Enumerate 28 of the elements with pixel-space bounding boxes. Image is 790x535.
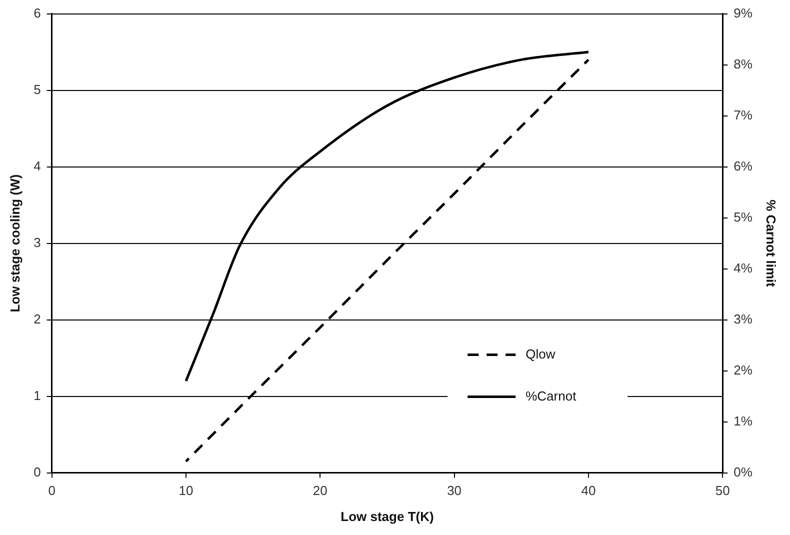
- y-tick-label: 2: [34, 311, 41, 326]
- y-tick-label: 1: [34, 388, 41, 403]
- x-tick-label: 10: [178, 483, 194, 498]
- x-tick-label: 40: [581, 483, 596, 498]
- x-axis-title: Low stage T(K): [340, 508, 434, 524]
- x-tick-label: 50: [715, 483, 730, 498]
- y2-tick-label: 8%: [734, 56, 753, 72]
- legend-label: %Carnot: [526, 388, 577, 404]
- y2-axis-title: % Carnot limit: [764, 200, 779, 288]
- x-tick-label: 30: [447, 483, 462, 498]
- x-tick-label: 20: [312, 483, 328, 498]
- y2-tick-label: 0%: [734, 464, 753, 480]
- y2-tick-label: 6%: [734, 158, 753, 174]
- y2-tick-label: 1%: [734, 413, 753, 428]
- y-tick-label: 3: [34, 234, 41, 250]
- y-tick-label: 6: [34, 5, 41, 20]
- y2-tick-label: 2%: [734, 362, 753, 378]
- y-axis-title: Low stage cooling (W): [7, 174, 22, 312]
- y-tick-label: 0: [34, 464, 41, 480]
- y-tick-label: 4: [34, 158, 41, 174]
- y-tick-label: 5: [34, 82, 41, 97]
- y2-tick-label: 4%: [734, 260, 753, 276]
- y2-tick-label: 9%: [734, 5, 753, 20]
- y2-tick-label: 3%: [734, 311, 753, 326]
- x-tick-label: 0: [48, 483, 56, 498]
- y2-tick-label: 7%: [734, 107, 753, 122]
- legend-label: Qlow: [526, 346, 556, 362]
- y2-tick-label: 5%: [734, 209, 753, 224]
